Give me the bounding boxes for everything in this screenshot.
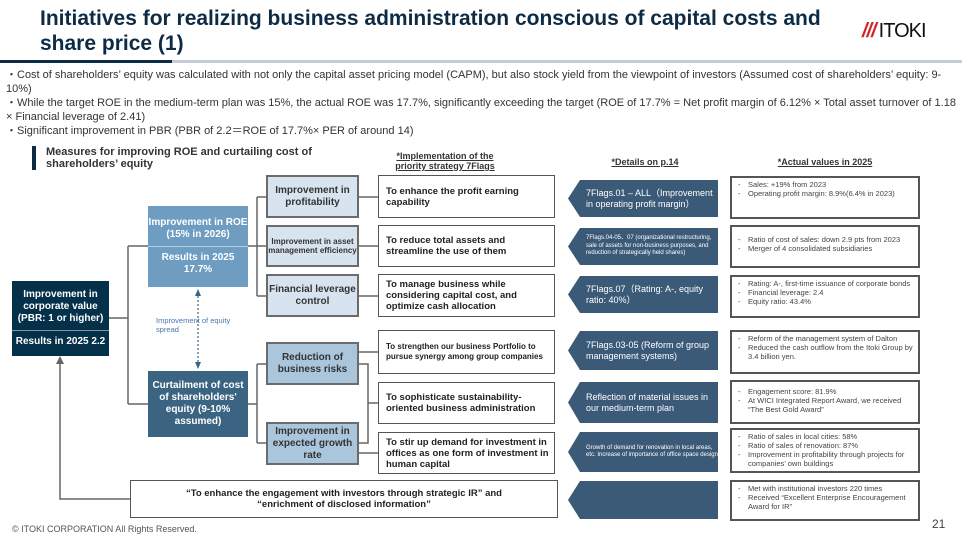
page-number: 21 xyxy=(932,517,946,531)
corporate-value-box: Improvement in corporate value (PBR: 1 o… xyxy=(10,281,111,356)
copyright: © ITOKI CORPORATION All Rights Reserved. xyxy=(12,524,197,534)
itoki-logo: ///ITOKI xyxy=(862,20,927,42)
actual-box-6: Ratio of sales in local cities: 58%Ratio… xyxy=(730,428,920,473)
actual-item: Ratio of sales of renovation: 87% xyxy=(738,441,914,450)
strategy-1: To enhance the profit earning capability xyxy=(378,175,555,218)
driver-profitability: Improvement in profitability xyxy=(266,175,359,218)
actual-item: Rating: A-, first-time issuance of corpo… xyxy=(738,279,914,288)
detail-arrow-3: 7Flags.07（Rating: A-, equity ratio: 40%） xyxy=(568,276,718,313)
strategy-4: To strengthen our business Portfolio to … xyxy=(378,330,555,374)
actual-item: Received “Excellent Enterprise Encourage… xyxy=(738,493,914,511)
corporate-value-result: Results in 2025 2.2 xyxy=(15,336,106,347)
detail-arrow-2: 7Flags.04-05、07 (organizational restruct… xyxy=(568,228,718,265)
detail-arrow-5: Reflection of material issues in our med… xyxy=(568,382,718,423)
actual-item: Reduced the cash outflow from the Itoki … xyxy=(738,343,914,361)
actual-item: Operating profit margin: 8.9%(6.4% in 20… xyxy=(738,189,914,198)
section-title: Measures for improving ROE and curtailin… xyxy=(32,146,332,170)
driver-asset-efficiency: Improvement in asset management efficien… xyxy=(266,225,359,267)
actual-item: Improvement in profitability through pro… xyxy=(738,450,914,468)
driver-growth-rate: Improvement in expected growth rate xyxy=(266,422,359,465)
actual-item: At WICI Integrated Report Award, we rece… xyxy=(738,396,914,414)
header-details: *Details on p.14 xyxy=(611,157,679,167)
actual-item: Merger of 4 consolidated subsidiaries xyxy=(738,244,914,253)
bullet-2: ・While the target ROE in the medium-term… xyxy=(6,97,956,123)
cost-of-equity-box: Curtailment of cost of shareholders' equ… xyxy=(148,371,248,437)
strategy-6: To stir up demand for investment in offi… xyxy=(378,432,555,474)
actual-item: Financial leverage: 2.4 xyxy=(738,288,914,297)
actual-item: Met with institutional investors 220 tim… xyxy=(738,484,914,493)
roe-title: Improvement in ROE (15% in 2026) xyxy=(148,217,248,240)
detail-arrow-4: 7Flags.03-05 (Reform of group management… xyxy=(568,331,718,370)
bullet-3: ・Significant improvement in PBR (PBR of … xyxy=(6,125,414,137)
header-strategy: *Implementation of the priority strategy… xyxy=(395,151,495,171)
actual-box-1: Sales: +19% from 2023Operating profit ma… xyxy=(730,176,920,219)
actual-item: Equity ratio: 43.4% xyxy=(738,297,914,306)
corporate-value-title: Improvement in corporate value (PBR: 1 o… xyxy=(17,289,104,324)
driver-leverage: Financial leverage control xyxy=(266,274,359,317)
header-rule-dark xyxy=(0,60,172,63)
actual-item: Ratio of cost of sales: down 2.9 pts fro… xyxy=(738,235,914,244)
page-title: Initiatives for realizing business admin… xyxy=(40,7,821,55)
actual-box-5: Engagement score: 81.9%At WICI Integrate… xyxy=(730,380,920,424)
ir-box: “To enhance the engagement with investor… xyxy=(130,480,558,518)
roe-box: Improvement in ROE (15% in 2026) Results… xyxy=(148,206,248,287)
detail-arrow-1: 7Flags.01 – ALL（Improvement in operating… xyxy=(568,180,718,217)
equity-spread-label: Improvement of equity spread xyxy=(156,316,231,334)
detail-arrow-ir xyxy=(568,481,718,519)
actual-box-ir: Met with institutional investors 220 tim… xyxy=(730,480,920,521)
detail-arrow-6: Growth of demand for renovation in local… xyxy=(568,432,718,472)
actual-item: Engagement score: 81.9% xyxy=(738,387,914,396)
actual-item: Reform of the management system of Dalto… xyxy=(738,334,914,343)
roe-result: Results in 2025 17.7% xyxy=(161,252,235,275)
strategy-2: To reduce total assets and streamline th… xyxy=(378,225,555,267)
header-actual: *Actual values in 2025 xyxy=(777,157,873,167)
bullet-1: ・Cost of shareholders’ equity was calcul… xyxy=(6,69,942,95)
logo-text: ITOKI xyxy=(878,20,927,42)
actual-box-3: Rating: A-, first-time issuance of corpo… xyxy=(730,275,920,318)
header-rule-light xyxy=(172,60,962,63)
strategy-3: To manage business while considering cap… xyxy=(378,274,555,317)
actual-item: Sales: +19% from 2023 xyxy=(738,180,914,189)
strategy-5: To sophisticate sustainability-oriented … xyxy=(378,382,555,424)
driver-business-risks: Reduction of business risks xyxy=(266,342,359,385)
actual-box-4: Reform of the management system of Dalto… xyxy=(730,330,920,374)
actual-box-2: Ratio of cost of sales: down 2.9 pts fro… xyxy=(730,225,920,268)
actual-item: Ratio of sales in local cities: 58% xyxy=(738,432,914,441)
